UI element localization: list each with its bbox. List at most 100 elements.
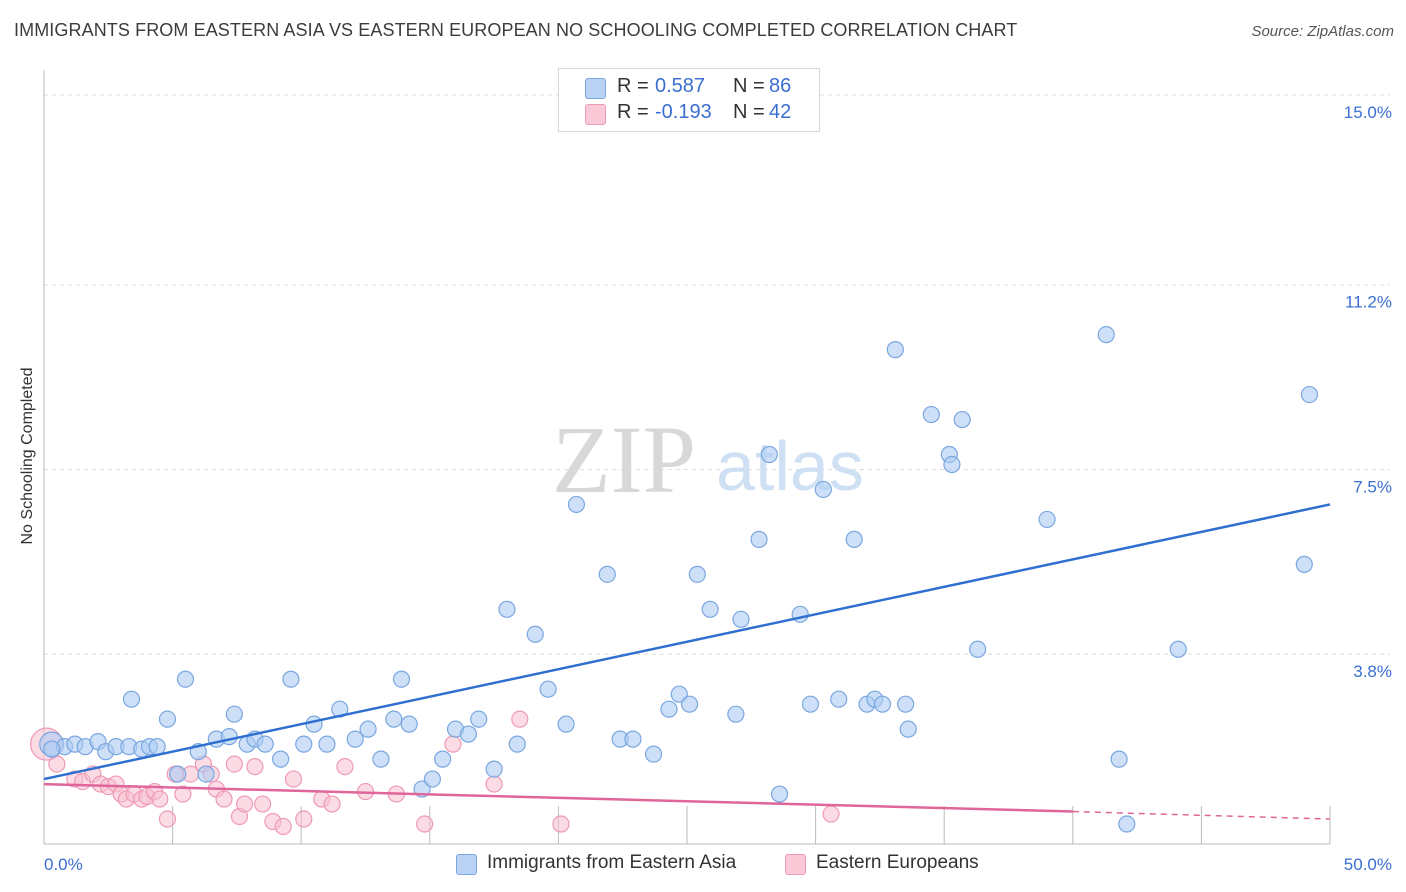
eastern-europeans-point: [444, 735, 462, 753]
trend-lines: [43, 503, 1331, 820]
eastern-europeans-point: [552, 815, 570, 833]
eastern-asia-point: [539, 680, 557, 698]
eastern-asia-trend-line: [43, 503, 1331, 781]
eastern-asia-point: [1038, 510, 1056, 529]
eastern-asia-point: [969, 640, 987, 658]
eastern-asia-point: [148, 738, 166, 756]
eastern-asia-point: [43, 740, 61, 758]
eastern-asia-point: [1110, 750, 1128, 768]
eastern-europeans-point: [336, 757, 354, 776]
bottom-legend-swatch-pink: [785, 854, 806, 875]
eastern-asia-point: [814, 480, 832, 499]
eastern-asia-point: [598, 565, 616, 583]
legend-swatch-pink: [585, 104, 606, 125]
eastern-asia-point: [169, 765, 187, 783]
eastern-asia-point: [256, 735, 274, 753]
eastern-europeans-point: [236, 795, 254, 813]
legend-r-value: 0.587: [655, 75, 706, 97]
legend-n-value: 42: [769, 101, 792, 123]
eastern-asia-point: [1300, 385, 1319, 404]
bottom-legend-label: Immigrants from Eastern Asia: [487, 852, 737, 873]
legend-row-eastern-europeans: R = -0.193 N = 42: [559, 101, 819, 127]
grid-lines: [44, 94, 1390, 655]
legend-r-label: R =: [617, 101, 649, 123]
eastern-europeans-point: [822, 805, 840, 823]
eastern-europeans-point: [511, 710, 529, 728]
eastern-europeans-point: [323, 795, 341, 813]
eastern-asia-point: [922, 405, 940, 424]
y-tick-label: 7.5%: [1353, 477, 1392, 496]
y-axis-title: No Schooling Completed: [19, 367, 36, 545]
eastern-asia-point: [1295, 555, 1313, 573]
eastern-asia-point: [400, 715, 418, 733]
eastern-asia-point: [953, 410, 971, 429]
eastern-asia-point: [305, 715, 323, 733]
source-label: Source: ZipAtlas.com: [1251, 23, 1394, 40]
eastern-asia-point: [485, 760, 503, 778]
correlation-legend: R = 0.587 N = 86 R = -0.193 N = 42: [558, 68, 820, 132]
eastern-asia-point: [1169, 640, 1187, 658]
eastern-asia-point: [526, 625, 544, 643]
eastern-asia-point: [567, 495, 586, 514]
eastern-asia-point: [1118, 815, 1136, 833]
eastern-asia-point: [1097, 326, 1115, 344]
bottom-legend-label: Eastern Europeans: [816, 852, 979, 873]
eastern-asia-point: [830, 690, 848, 708]
eastern-europeans-point: [151, 790, 169, 808]
eastern-europeans-point: [174, 785, 192, 803]
eastern-asia-point: [385, 710, 403, 728]
eastern-asia-point: [508, 735, 526, 753]
eastern-asia-points: [39, 326, 1319, 833]
eastern-europeans-point: [295, 810, 313, 828]
eastern-asia-point: [670, 685, 688, 703]
eastern-asia-point: [557, 715, 575, 733]
eastern-asia-point: [897, 695, 915, 713]
eastern-europeans-points: [29, 710, 840, 836]
eastern-europeans-point: [48, 755, 66, 773]
eastern-asia-point: [359, 720, 377, 738]
eastern-asia-point: [845, 530, 863, 548]
legend-r-label: R =: [617, 75, 649, 97]
eastern-asia-point: [760, 445, 778, 464]
eastern-europeans-point: [485, 775, 503, 793]
bottom-legend-swatch-blue: [456, 854, 477, 875]
eastern-asia-point: [624, 730, 642, 748]
eastern-asia-point: [346, 730, 364, 748]
watermark: ZIP atlas: [552, 406, 864, 513]
eastern-asia-point: [873, 695, 892, 713]
eastern-asia-point: [295, 735, 313, 753]
eastern-asia-point: [459, 725, 477, 743]
eastern-europeans-point: [284, 770, 303, 788]
eastern-asia-point: [801, 695, 820, 713]
eastern-europeans-point: [158, 810, 177, 828]
x-tick-label: 0.0%: [44, 855, 83, 874]
eastern-europeans-trend-extension: [1072, 810, 1331, 820]
eastern-asia-point: [660, 700, 678, 718]
eastern-europeans-point: [274, 817, 292, 836]
tick-labels: 3.8% 7.5% 11.2% 15.0% 0.0% 50.0%: [44, 103, 1392, 874]
eastern-asia-point: [282, 670, 300, 688]
eastern-asia-point: [727, 705, 745, 723]
eastern-asia-point: [899, 720, 917, 738]
eastern-asia-point: [272, 750, 290, 768]
eastern-asia-point: [372, 750, 390, 768]
legend-n-label: N =: [733, 101, 765, 123]
x-tick-label: 50.0%: [1344, 855, 1392, 874]
y-tick-label: 3.8%: [1353, 662, 1392, 681]
eastern-asia-point: [701, 600, 719, 618]
eastern-europeans-point: [254, 795, 272, 813]
y-tick-label: 11.2%: [1345, 293, 1392, 312]
eastern-asia-point: [225, 705, 243, 723]
legend-row-eastern-asia: R = 0.587 N = 86: [559, 75, 819, 101]
eastern-asia-point: [498, 600, 516, 618]
eastern-asia-point: [732, 610, 750, 628]
eastern-europeans-point: [246, 757, 264, 776]
eastern-europeans-point: [416, 815, 434, 833]
eastern-asia-point: [680, 695, 699, 713]
eastern-asia-point: [158, 710, 177, 728]
y-tick-label: 15.0%: [1344, 103, 1392, 122]
eastern-asia-point: [770, 785, 789, 803]
chart-title: IMMIGRANTS FROM EASTERN ASIA VS EASTERN …: [14, 20, 1018, 40]
eastern-europeans-trend-line: [43, 782, 1073, 813]
